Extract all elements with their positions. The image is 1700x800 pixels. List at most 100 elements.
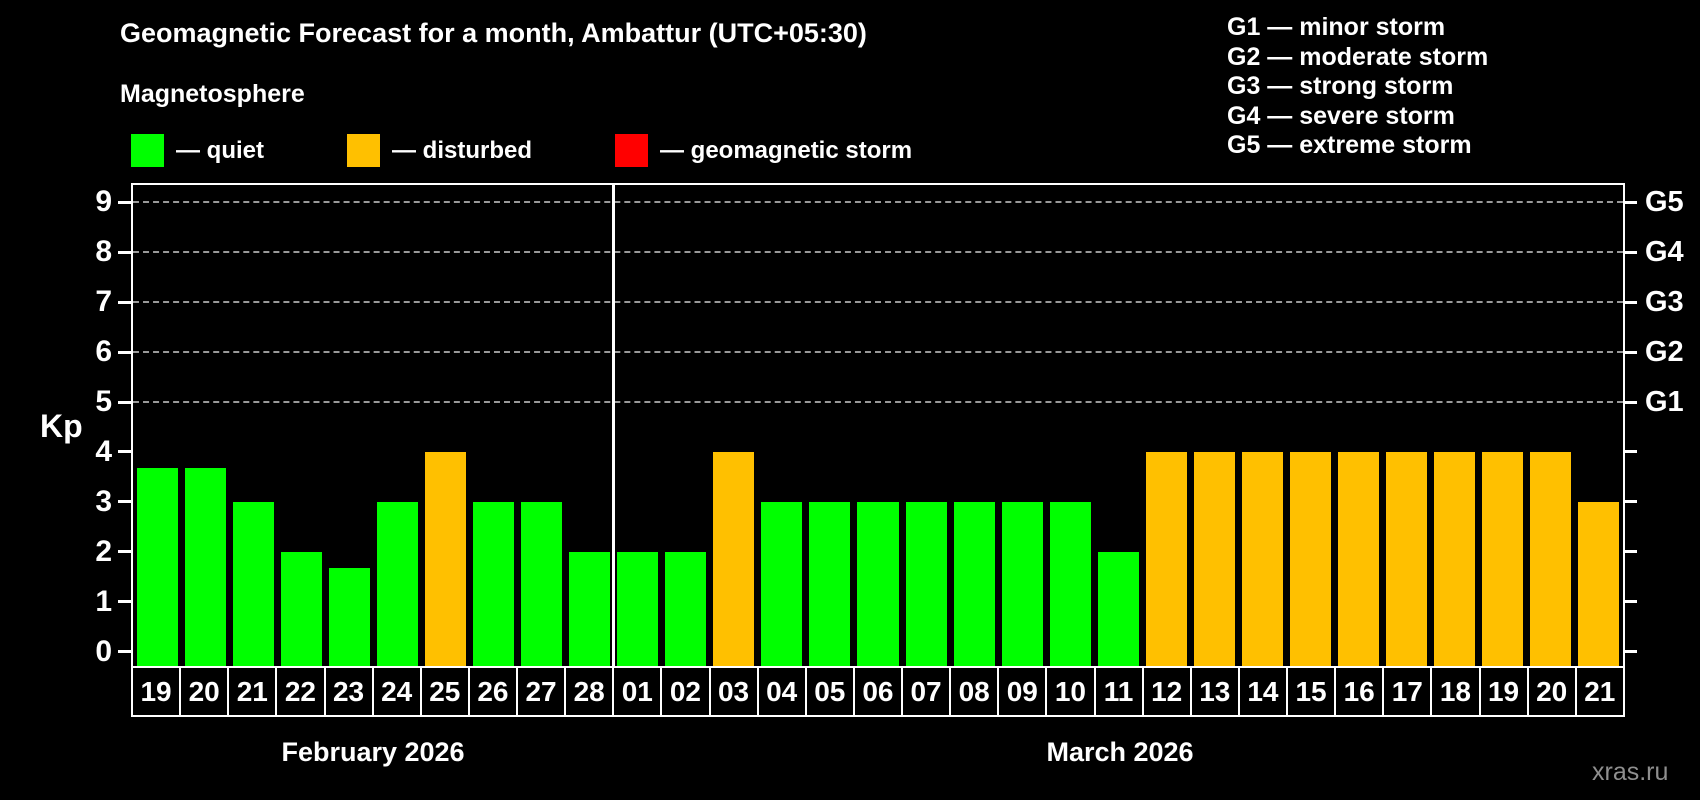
- left-tick-kp3: [118, 500, 131, 504]
- y-tick-label-3: 3: [95, 484, 112, 518]
- left-tick-kp8: [118, 250, 131, 254]
- chart-subtitle: Magnetosphere: [120, 80, 305, 108]
- date-cell-22: 22: [277, 668, 326, 715]
- bar-day-28: [569, 551, 611, 666]
- bar-day-17: [1386, 451, 1428, 666]
- date-cell-19: 19: [1480, 668, 1529, 715]
- bar-day-07: [905, 501, 947, 666]
- date-cell-28: 28: [566, 668, 615, 715]
- y-axis-title: Kp: [40, 408, 83, 444]
- left-tick-kp0: [118, 650, 131, 653]
- legend-label-disturbed: — disturbed: [392, 137, 533, 164]
- bar-day-23: [328, 568, 370, 666]
- gridline-kp5: [133, 401, 1623, 403]
- date-cell-01: 01: [614, 668, 663, 715]
- date-cell-21: 21: [1576, 668, 1623, 715]
- g-legend-line-g4: G4 — severe storm: [1227, 101, 1455, 130]
- g-legend-line-g5: G5 — extreme storm: [1227, 131, 1472, 159]
- right-tick-kp1: [1624, 600, 1637, 604]
- bar-day-16: [1338, 451, 1380, 666]
- date-cell-26: 26: [469, 668, 518, 715]
- right-axis-label-g2: G2: [1645, 336, 1684, 369]
- date-cell-23: 23: [325, 668, 374, 715]
- date-cell-12: 12: [1143, 668, 1192, 715]
- plot-area: [131, 183, 1625, 668]
- right-axis-label-g3: G3: [1645, 286, 1684, 319]
- date-cell-09: 09: [999, 668, 1048, 715]
- y-tick-label-5: 5: [95, 385, 112, 418]
- date-cell-05: 05: [806, 668, 855, 715]
- date-cell-10: 10: [1047, 668, 1096, 715]
- plot-inner: [133, 185, 1623, 666]
- gridline-kp6: [133, 351, 1623, 354]
- bar-day-20: [1530, 451, 1572, 666]
- right-axis-label-g5: G5: [1645, 186, 1684, 219]
- g-scale-legend: G1 — minor storm G2 — moderate storm G3 …: [1227, 13, 1488, 161]
- right-tick-kp5: [1624, 400, 1637, 404]
- right-tick-kp7: [1624, 300, 1637, 304]
- date-axis-row: 19 20 21 22 23 24 25 26 27 28 01 02 03 04 05 06 07 08 09 10…: [131, 666, 1625, 717]
- bar-day-25: [424, 451, 466, 666]
- y-tick-label-9: 9: [95, 185, 112, 219]
- right-tick-kp8: [1624, 250, 1637, 254]
- legend-swatch-storm: [615, 134, 648, 167]
- y-tick-label-0: 0: [95, 634, 112, 668]
- left-tick-kp1: [118, 600, 131, 604]
- left-tick-kp5: [118, 400, 131, 404]
- date-cell-17: 17: [1384, 668, 1433, 715]
- date-cell-02: 02: [662, 668, 711, 715]
- date-cell-03: 03: [710, 668, 759, 715]
- left-tick-kp9: [118, 200, 131, 204]
- bar-day-03: [713, 451, 755, 666]
- right-tick-kp0: [1624, 650, 1637, 653]
- bar-day-15: [1290, 451, 1332, 666]
- gridline-kp8: [133, 251, 1623, 254]
- legend-swatch-quiet: [131, 134, 164, 167]
- bar-day-05: [809, 501, 851, 666]
- date-cell-14: 14: [1239, 668, 1288, 715]
- bar-day-13: [1193, 451, 1235, 666]
- date-cell-27: 27: [518, 668, 567, 715]
- month-label-march: March 2026: [1046, 737, 1194, 767]
- date-cell-21: 21: [229, 668, 278, 715]
- bar-day-24: [376, 501, 418, 666]
- date-cell-25: 25: [421, 668, 470, 715]
- gridline-kp7: [133, 301, 1623, 304]
- date-cell-07: 07: [903, 668, 952, 715]
- date-cell-20: 20: [181, 668, 230, 715]
- bar-day-18: [1434, 451, 1476, 666]
- g-legend-line-g2: G2 — moderate storm: [1227, 42, 1489, 71]
- left-tick-kp7: [118, 300, 131, 304]
- bar-day-19: [136, 468, 178, 666]
- date-cell-06: 06: [854, 668, 903, 715]
- date-cell-15: 15: [1288, 668, 1337, 715]
- bar-day-26: [472, 501, 514, 666]
- date-cell-24: 24: [373, 668, 422, 715]
- y-tick-label-1: 1: [95, 584, 112, 618]
- right-tick-kp2: [1624, 550, 1637, 554]
- bar-day-14: [1241, 451, 1284, 666]
- bar-day-20: [184, 468, 226, 666]
- bar-day-08: [953, 501, 995, 666]
- bar-day-09: [1001, 501, 1043, 666]
- y-tick-label-2: 2: [95, 534, 112, 568]
- date-cell-11: 11: [1095, 668, 1144, 715]
- date-cell-18: 18: [1432, 668, 1481, 715]
- chart-title: Geomagnetic Forecast for a month, Ambatt…: [120, 18, 867, 48]
- legend-label-quiet: — quiet: [176, 137, 264, 164]
- right-tick-kp9: [1624, 200, 1637, 204]
- bar-day-21: [1578, 501, 1620, 666]
- watermark: xras.ru: [1592, 758, 1669, 786]
- g-legend-line-g3: G3 — strong storm: [1227, 72, 1454, 100]
- right-tick-kp3: [1624, 500, 1637, 504]
- left-tick-kp6: [118, 350, 131, 354]
- g-legend-line-g1: G1 — minor storm: [1227, 13, 1446, 41]
- y-tick-label-6: 6: [95, 335, 112, 369]
- right-axis-label-g4: G4: [1645, 236, 1684, 269]
- bar-day-01: [617, 551, 659, 666]
- left-tick-kp4: [118, 450, 131, 454]
- date-cell-08: 08: [951, 668, 1000, 715]
- date-cell-04: 04: [758, 668, 807, 715]
- month-separator-line: [612, 185, 616, 666]
- bar-day-11: [1097, 551, 1139, 666]
